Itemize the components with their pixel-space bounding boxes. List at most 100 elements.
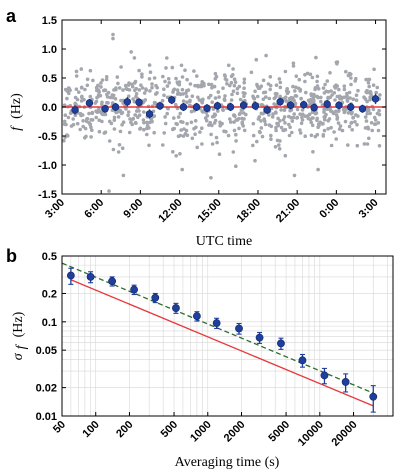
raw-point [228, 83, 232, 88]
allan-point [130, 285, 138, 294]
x-tick-label: 500 [159, 419, 180, 440]
raw-point [237, 126, 241, 131]
raw-point [103, 88, 107, 92]
binned-means-layer [71, 93, 380, 119]
raw-point [343, 119, 348, 124]
raw-point [349, 82, 353, 87]
raw-point [254, 57, 259, 62]
raw-point [366, 77, 370, 82]
raw-point [342, 87, 347, 92]
raw-point [152, 76, 157, 80]
raw-point [251, 143, 255, 148]
raw-point [300, 115, 304, 120]
raw-point [355, 143, 360, 148]
raw-point [231, 150, 236, 154]
raw-point [258, 86, 262, 90]
raw-point [326, 96, 330, 101]
raw-point [87, 111, 91, 116]
raw-point [198, 130, 202, 134]
raw-point [192, 126, 196, 131]
raw-point [89, 125, 93, 129]
raw-point [337, 127, 342, 131]
raw-point [171, 150, 175, 154]
raw-point [213, 96, 218, 100]
raw-point [240, 116, 244, 121]
raw-point [187, 103, 192, 108]
mean-point [123, 98, 132, 106]
raw-point [242, 80, 246, 85]
raw-point [113, 97, 118, 101]
raw-point [368, 95, 373, 99]
raw-point [175, 88, 180, 92]
allan-point [66, 271, 75, 280]
raw-point [329, 143, 334, 148]
raw-point [373, 118, 378, 122]
raw-point [185, 100, 189, 104]
raw-point [253, 89, 257, 94]
raw-point [178, 152, 182, 156]
raw-point [83, 87, 87, 92]
raw-point [347, 71, 352, 76]
raw-point [315, 84, 320, 88]
raw-point [175, 92, 180, 96]
raw-point [346, 111, 351, 115]
raw-point [190, 94, 195, 98]
raw-point [132, 99, 137, 104]
raw-point [185, 133, 190, 138]
raw-point [346, 96, 350, 100]
raw-point [284, 99, 288, 103]
raw-point [178, 111, 182, 116]
raw-point [368, 97, 372, 102]
raw-point [333, 98, 337, 102]
raw-point [264, 95, 268, 99]
raw-point [114, 110, 119, 115]
allan-point [341, 378, 350, 386]
mean-point [203, 104, 211, 112]
raw-point [140, 72, 144, 76]
raw-point [222, 129, 226, 133]
raw-point [315, 94, 319, 99]
raw-point [120, 123, 124, 127]
mean-point [135, 98, 143, 107]
raw-point [298, 131, 303, 135]
raw-point [272, 96, 277, 101]
raw-point [209, 132, 213, 137]
raw-point [240, 120, 245, 124]
raw-point [322, 107, 326, 112]
raw-point [207, 95, 211, 100]
raw-point [377, 108, 381, 113]
raw-point [314, 111, 319, 115]
raw-point [264, 53, 268, 58]
raw-point [304, 90, 308, 95]
raw-point [133, 113, 138, 117]
mean-point [85, 99, 94, 107]
raw-point [214, 135, 219, 140]
raw-point [310, 75, 315, 80]
raw-point [346, 143, 350, 147]
raw-point [320, 103, 325, 107]
raw-point [241, 91, 246, 95]
raw-point [131, 116, 136, 121]
raw-point-outlier [234, 164, 238, 168]
raw-point [232, 120, 236, 124]
raw-point [181, 99, 186, 103]
raw-point [81, 124, 85, 129]
raw-point [112, 118, 117, 122]
raw-point [373, 122, 378, 126]
raw-point [138, 127, 142, 131]
raw-point [173, 102, 178, 107]
raw-point [279, 125, 284, 130]
raw-point [98, 93, 103, 98]
raw-point [190, 136, 195, 141]
raw-point [235, 118, 240, 122]
y-tick-label: 1.0 [42, 44, 57, 56]
raw-point [378, 93, 382, 97]
raw-point [274, 83, 279, 87]
raw-point [216, 90, 221, 94]
x-tick-label: 9:00 [121, 197, 145, 221]
raw-point [93, 101, 98, 105]
raw-point [291, 115, 296, 120]
raw-point [211, 107, 216, 111]
panel-a-x-label: UTC time [196, 234, 252, 249]
raw-point [259, 126, 264, 130]
